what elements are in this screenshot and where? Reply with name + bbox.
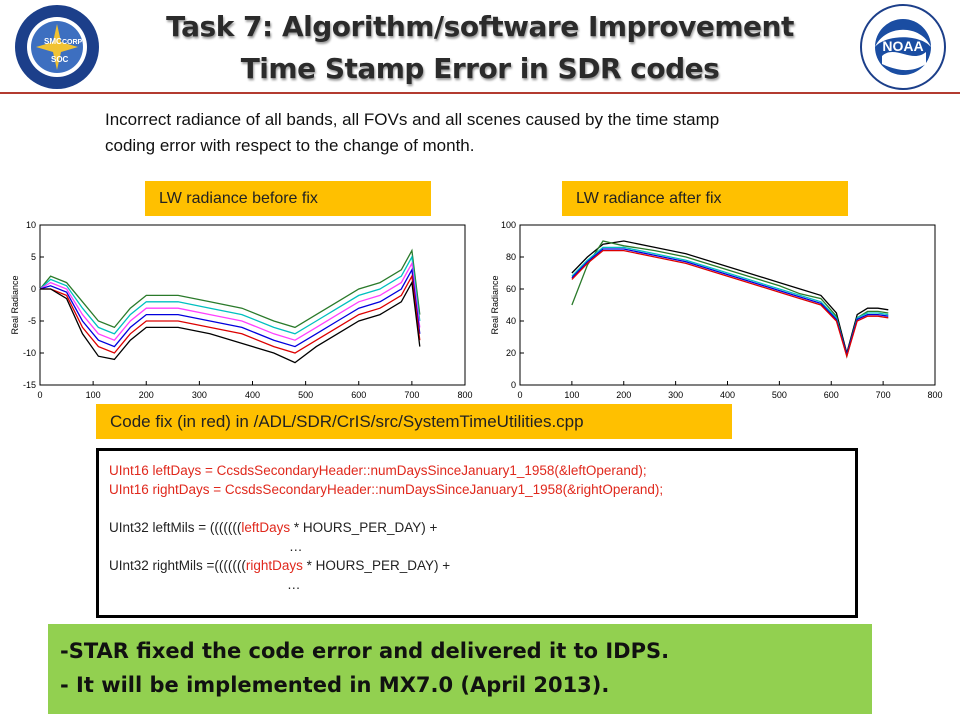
intro-line-2: coding error with respect to the change … bbox=[105, 136, 475, 155]
x-tick-label: 700 bbox=[876, 390, 891, 400]
chart-before-fix: 0 100 200 300 400 500 600 700 800 10 5 0 -5 -10 -15 Rea… bbox=[10, 220, 473, 400]
y-tick-label: -15 bbox=[23, 380, 36, 390]
x-tick-label: 600 bbox=[824, 390, 839, 400]
y-tick-label: 60 bbox=[506, 284, 516, 294]
label-before-fix: LW radiance before fix bbox=[145, 181, 431, 216]
y-tick-label: -5 bbox=[28, 316, 36, 326]
y-tick-label: 40 bbox=[506, 316, 516, 326]
series-line-3 bbox=[39, 267, 421, 348]
conclusion-box: -STAR fixed the code error and delivered… bbox=[48, 624, 872, 714]
label-after-fix: LW radiance after fix bbox=[562, 181, 848, 216]
code-line-5-red: rightDays bbox=[245, 558, 303, 573]
y-tick-label: 0 bbox=[31, 284, 36, 294]
y-tick-label: 5 bbox=[31, 252, 36, 262]
title-line-2: Time Stamp Error in SDR codes bbox=[240, 52, 720, 85]
series-line-4 bbox=[40, 274, 421, 354]
chart-after-fix: 0 100 200 300 400 500 600 700 800100806040200Rea… bbox=[490, 220, 943, 400]
series-line-3 bbox=[571, 248, 889, 357]
x-tick-label: 300 bbox=[192, 390, 207, 400]
x-tick-label: 800 bbox=[927, 390, 942, 400]
x-tick-label: 100 bbox=[564, 390, 579, 400]
code-line-5-pre: UInt32 rightMils =((((((( bbox=[109, 558, 246, 573]
code-line-5: UInt32 rightMils =(((((((rightDays * HOU… bbox=[109, 556, 845, 575]
x-tick-label: 400 bbox=[720, 390, 735, 400]
x-tick-label: 700 bbox=[404, 390, 419, 400]
code-box: UInt16 leftDays = CcsdsSecondaryHeader::… bbox=[96, 448, 858, 618]
code-line-4: … bbox=[289, 539, 303, 554]
x-tick-label: 100 bbox=[86, 390, 101, 400]
series-line-1 bbox=[39, 254, 421, 335]
code-line-3-pre: UInt32 leftMils = ((((((( bbox=[109, 520, 242, 535]
star-seal-icon: SMC CORP SOC bbox=[15, 5, 99, 89]
x-tick-label: 500 bbox=[772, 390, 787, 400]
x-tick-label: 500 bbox=[298, 390, 313, 400]
seal-corp: CORP bbox=[62, 39, 83, 46]
noaa-logo-text: NOAA bbox=[882, 38, 923, 54]
series-line-0 bbox=[39, 248, 421, 329]
header-divider bbox=[0, 92, 960, 94]
y-axis-label: Real Radiance bbox=[10, 275, 20, 334]
conclusion-line-2: - It will be implemented in MX7.0 (April… bbox=[60, 673, 610, 697]
conclusion-line-1: -STAR fixed the code error and delivered… bbox=[60, 639, 670, 663]
series-line-2 bbox=[571, 246, 889, 357]
code-line-5-post: * HOURS_PER_DAY) + bbox=[302, 558, 451, 573]
label-code-fix: Code fix (in red) in /ADL/SDR/CrIS/src/S… bbox=[96, 404, 732, 439]
series-line-2 bbox=[39, 261, 421, 341]
seal-soc: SOC bbox=[51, 55, 69, 64]
code-line-3-red: leftDays bbox=[241, 520, 291, 535]
series-line-0 bbox=[571, 240, 889, 356]
code-line-3-post: * HOURS_PER_DAY) + bbox=[290, 520, 438, 535]
y-tick-label: 0 bbox=[511, 380, 516, 390]
noaa-logo: NOAA bbox=[860, 4, 946, 90]
noaa-seal-icon: NOAA bbox=[860, 4, 946, 90]
y-tick-label: -10 bbox=[23, 348, 36, 358]
code-line-2: UInt16 rightDays = CcsdsSecondaryHeader:… bbox=[109, 482, 664, 497]
intro-text: Incorrect radiance of all bands, all FOV… bbox=[105, 107, 905, 159]
x-tick-label: 400 bbox=[245, 390, 260, 400]
x-tick-label: 200 bbox=[139, 390, 154, 400]
x-tick-label: 800 bbox=[457, 390, 472, 400]
series-line-4 bbox=[571, 249, 889, 359]
code-blank bbox=[109, 499, 845, 518]
plot-frame bbox=[519, 224, 936, 386]
title-line-1: Task 7: Algorithm/software Improvement bbox=[166, 10, 794, 43]
y-tick-label: 100 bbox=[501, 220, 516, 230]
y-tick-label: 10 bbox=[26, 220, 36, 230]
code-line-1: UInt16 leftDays = CcsdsSecondaryHeader::… bbox=[109, 463, 647, 478]
noaa-nesdis-star-logo: SMC CORP SOC bbox=[14, 4, 100, 90]
intro-line-1: Incorrect radiance of all bands, all FOV… bbox=[105, 110, 720, 129]
code-line-6: … bbox=[287, 577, 301, 592]
y-tick-label: 20 bbox=[506, 348, 516, 358]
code-line-3: UInt32 leftMils = (((((((leftDays * HOUR… bbox=[109, 518, 845, 537]
x-tick-label: 200 bbox=[616, 390, 631, 400]
series-line-5 bbox=[40, 280, 421, 364]
plot-frame bbox=[39, 224, 466, 386]
seal-smc: SMC bbox=[44, 37, 62, 46]
x-tick-label: 300 bbox=[668, 390, 683, 400]
x-tick-label: 600 bbox=[351, 390, 366, 400]
y-axis-label: Real Radiance bbox=[490, 275, 500, 334]
y-tick-label: 80 bbox=[506, 252, 516, 262]
x-tick-label: 0 bbox=[37, 390, 42, 400]
x-tick-label: 0 bbox=[517, 390, 522, 400]
